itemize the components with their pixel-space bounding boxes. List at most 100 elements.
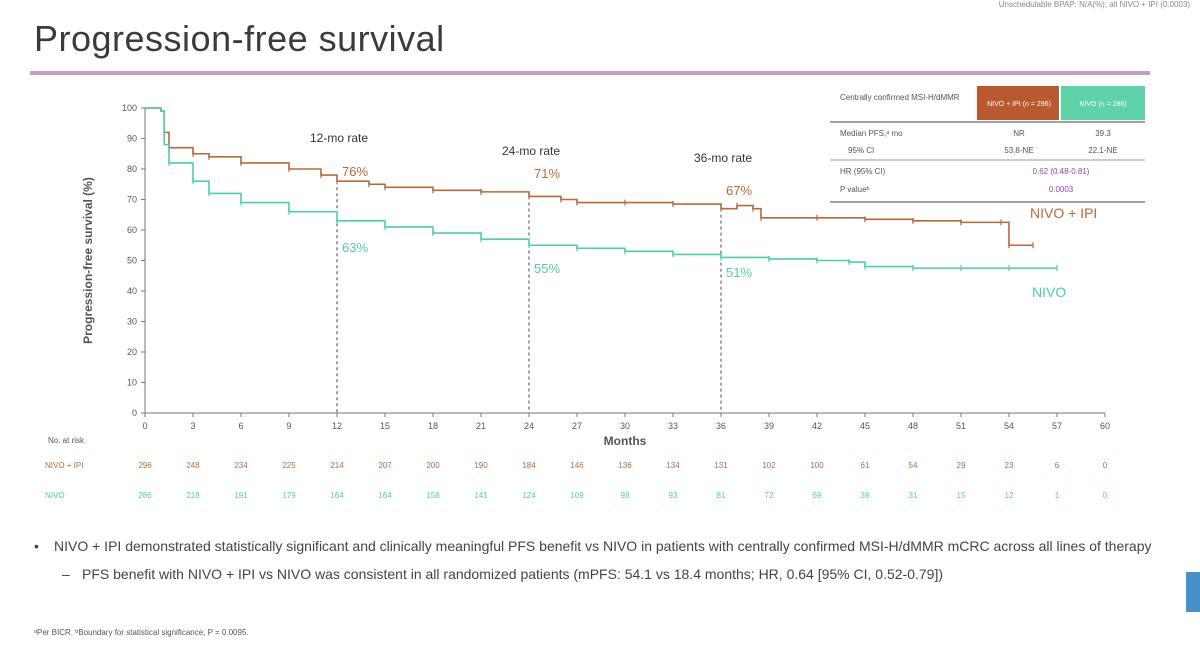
at-risk-value: 146 — [570, 461, 584, 470]
at-risk-row-name: NIVO + IPI — [45, 461, 83, 470]
at-risk-value: 158 — [426, 491, 440, 500]
at-risk-value: 98 — [621, 491, 630, 500]
x-tick-label: 39 — [764, 421, 774, 431]
x-tick-label: 12 — [332, 421, 342, 431]
at-risk-value: 184 — [522, 461, 536, 470]
stats-table: Centrally confirmed MSI-H/dMMR NIVO + IPI… — [830, 86, 1145, 206]
stats-row-nivo-ipi: NR — [1013, 129, 1025, 138]
x-tick-label: 9 — [286, 421, 291, 431]
stats-row-label: HR (95% CI) — [840, 167, 886, 176]
x-tick-label: 3 — [190, 421, 195, 431]
y-tick-label: 60 — [127, 225, 137, 235]
y-tick-label: 50 — [127, 256, 137, 266]
x-tick-label: 57 — [1052, 421, 1062, 431]
x-tick-label: 24 — [524, 421, 534, 431]
y-tick-label: 20 — [127, 347, 137, 357]
at-risk-value: 29 — [957, 461, 966, 470]
series-group — [145, 107, 1058, 272]
at-risk-value: 286 — [138, 491, 152, 500]
at-risk-table: No. at risk NIVO + IPI 29 6 248 234 225 214 207 2… — [45, 436, 1108, 500]
at-risk-value: 190 — [474, 461, 488, 470]
x-tick-label: 27 — [572, 421, 582, 431]
y-tick-label: 70 — [127, 195, 137, 205]
at-risk-value: 218 — [186, 491, 200, 500]
at-risk-value: 131 — [714, 461, 728, 470]
bullet-sub: PFS benefit with NIVO + IPI vs NIVO was … — [34, 563, 1164, 585]
curve-label-nivo: NIVO — [1032, 284, 1066, 300]
x-tick-label: 30 — [620, 421, 630, 431]
stats-row-label: 95% CI — [848, 146, 874, 155]
x-tick-label: 51 — [956, 421, 966, 431]
at-risk-value: 31 — [909, 491, 918, 500]
rate-value-nivo: 63% — [342, 240, 368, 255]
rate-title: 36-mo rate — [694, 151, 752, 165]
x-tick-label: 0 — [142, 421, 147, 431]
y-tick-label: 100 — [122, 103, 137, 113]
at-risk-value: 1 — [1055, 491, 1060, 500]
x-tick-label: 54 — [1004, 421, 1014, 431]
bullet-list: NIVO + IPI demonstrated statistically si… — [34, 535, 1164, 585]
stats-row-label: Median PFS,ᵃ mo — [840, 129, 903, 138]
chart-axes: 0 3 6 9 12 15 18 21 24 27 30 33 36 39 42 45 48 51 54 57 6001… — [122, 103, 1110, 431]
stats-row-nivo: 39.3 — [1095, 129, 1111, 138]
stats-header-nivo-ipi-bg — [977, 86, 1059, 120]
rate-value-nivo: 55% — [534, 261, 560, 276]
x-tick-label: 21 — [476, 421, 486, 431]
x-tick-label: 48 — [908, 421, 918, 431]
x-tick-label: 42 — [812, 421, 822, 431]
stats-row-label: P valueᵇ — [840, 185, 870, 194]
stats-header-label: Centrally confirmed MSI-H/dMMR — [840, 93, 960, 102]
rate-labels: 12-mo rate 76% 63% 24-mo rate 71% 55% 36-mo ra… — [310, 131, 752, 280]
at-risk-value: 179 — [282, 491, 296, 500]
stats-row-merged: 0.0003 — [1049, 185, 1074, 194]
rate-marker-lines — [336, 181, 722, 413]
y-tick-label: 0 — [132, 408, 137, 418]
at-risk-value: 136 — [618, 461, 632, 470]
at-risk-value: 191 — [234, 491, 248, 500]
curve-label-nivo-ipi: NIVO + IPI — [1030, 205, 1097, 221]
page-title: Progression-free survival — [34, 18, 445, 59]
at-risk-value: 6 — [1055, 461, 1060, 470]
rate-value-nivo-ipi: 71% — [534, 166, 560, 181]
x-tick-label: 33 — [668, 421, 678, 431]
at-risk-value: 225 — [282, 461, 296, 470]
x-tick-label: 45 — [860, 421, 870, 431]
at-risk-value: 214 — [330, 461, 344, 470]
at-risk-value: 15 — [957, 491, 966, 500]
rate-value-nivo-ipi: 67% — [726, 183, 752, 198]
stats-col-nivo-ipi: NIVO + IPI (n = 296) — [987, 101, 1051, 108]
stats-row-merged: 0.62 (0.48-0.81) — [1033, 167, 1090, 176]
top-note: Unschedulable BPAP: N/A(%); all NIVO + I… — [998, 0, 1190, 9]
x-tick-label: 6 — [238, 421, 243, 431]
y-tick-label: 10 — [127, 378, 137, 388]
stats-row-nivo-ipi: 53.8-NE — [1004, 146, 1033, 155]
at-risk-value: 100 — [810, 461, 824, 470]
at-risk-value: 141 — [474, 491, 488, 500]
rate-title: 24-mo rate — [502, 144, 560, 158]
at-risk-label: No. at risk — [48, 436, 85, 445]
at-risk-value: 102 — [762, 461, 776, 470]
at-risk-value: 207 — [378, 461, 392, 470]
at-risk-value: 0 — [1103, 491, 1108, 500]
at-risk-value: 61 — [861, 461, 870, 470]
at-risk-value: 93 — [669, 491, 678, 500]
x-tick-label: 18 — [428, 421, 438, 431]
footnote: ᵃPer BICR. ᵇBoundary for statistical sig… — [34, 628, 249, 637]
x-tick-label: 15 — [380, 421, 390, 431]
side-tab[interactable] — [1186, 572, 1200, 612]
at-risk-value: 0 — [1103, 461, 1108, 470]
y-tick-label: 80 — [127, 164, 137, 174]
bullet-main: NIVO + IPI demonstrated statistically si… — [34, 535, 1164, 557]
rate-title: 12-mo rate — [310, 131, 368, 145]
rate-value-nivo: 51% — [726, 265, 752, 280]
stats-header-nivo-bg — [1061, 86, 1145, 120]
x-tick-label: 36 — [716, 421, 726, 431]
at-risk-value: 234 — [234, 461, 248, 470]
y-tick-label: 40 — [127, 286, 137, 296]
at-risk-value: 248 — [186, 461, 200, 470]
stats-col-nivo: NIVO (n = 286) — [1079, 101, 1126, 108]
at-risk-value: 200 — [426, 461, 440, 470]
y-axis-label: Progression-free survival (%) — [81, 177, 95, 344]
at-risk-value: 39 — [861, 491, 870, 500]
at-risk-value: 109 — [570, 491, 584, 500]
